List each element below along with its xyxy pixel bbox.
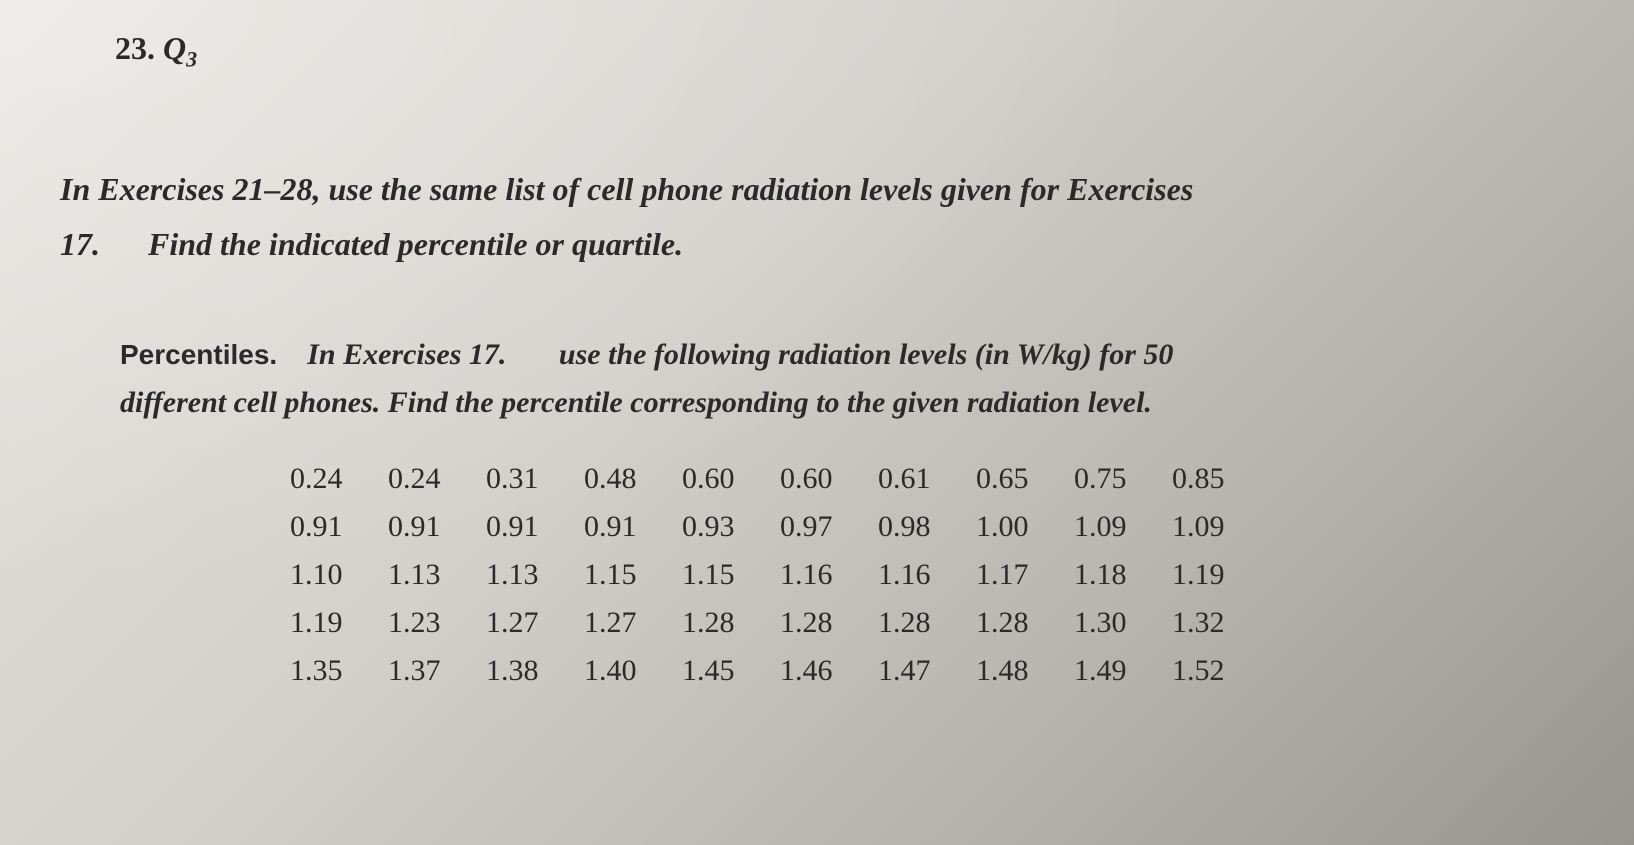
table-cell: 1.40 — [584, 654, 682, 688]
table-cell: 1.23 — [388, 606, 486, 640]
table-cell: 0.61 — [878, 462, 976, 496]
percentiles-section: Percentiles. In Exercises 17. use the fo… — [120, 331, 1574, 427]
table-row: 0.91 0.91 0.91 0.91 0.93 0.97 0.98 1.00 … — [290, 510, 1574, 544]
table-cell: 1.30 — [1074, 606, 1172, 640]
table-cell: 1.19 — [1172, 558, 1270, 592]
table-cell: 0.98 — [878, 510, 976, 544]
percentiles-text2: use the following radiation levels (in W… — [559, 338, 1174, 371]
percentiles-label: Percentiles. — [120, 339, 277, 370]
percentiles-heading-line2: different cell phones. Find the percenti… — [120, 379, 1574, 427]
table-cell: 0.31 — [486, 462, 584, 496]
table-cell: 0.65 — [976, 462, 1074, 496]
table-cell: 1.28 — [780, 606, 878, 640]
table-cell: 1.19 — [290, 606, 388, 640]
table-cell: 1.17 — [976, 558, 1074, 592]
table-cell: 1.15 — [584, 558, 682, 592]
table-row: 1.10 1.13 1.13 1.15 1.15 1.16 1.16 1.17 … — [290, 558, 1574, 592]
table-cell: 0.91 — [388, 510, 486, 544]
table-cell: 0.85 — [1172, 462, 1270, 496]
table-cell: 1.47 — [878, 654, 976, 688]
table-cell: 1.09 — [1074, 510, 1172, 544]
instructions-line1: In Exercises 21–28, use the same list of… — [60, 162, 1574, 216]
table-cell: 1.37 — [388, 654, 486, 688]
table-cell: 1.46 — [780, 654, 878, 688]
table-cell: 0.93 — [682, 510, 780, 544]
table-cell: 1.28 — [878, 606, 976, 640]
main-instructions: In Exercises 21–28, use the same list of… — [60, 162, 1574, 271]
table-cell: 1.48 — [976, 654, 1074, 688]
problem-num-text: 23. — [115, 30, 155, 66]
table-row: 1.19 1.23 1.27 1.27 1.28 1.28 1.28 1.28 … — [290, 606, 1574, 640]
table-cell: 1.13 — [486, 558, 584, 592]
table-cell: 1.09 — [1172, 510, 1270, 544]
table-cell: 0.91 — [290, 510, 388, 544]
problem-number: 23. Q3 — [115, 30, 1574, 72]
table-cell: 0.97 — [780, 510, 878, 544]
instructions-line2-text: Find the indicated percentile or quartil… — [148, 226, 683, 262]
percentiles-heading: Percentiles. In Exercises 17. use the fo… — [120, 331, 1574, 379]
table-cell: 1.15 — [682, 558, 780, 592]
table-cell: 0.48 — [584, 462, 682, 496]
table-cell: 1.38 — [486, 654, 584, 688]
table-cell: 1.18 — [1074, 558, 1172, 592]
table-row: 0.24 0.24 0.31 0.48 0.60 0.60 0.61 0.65 … — [290, 462, 1574, 496]
table-cell: 0.24 — [290, 462, 388, 496]
percentiles-text3: different cell phones. Find the percenti… — [120, 386, 1152, 419]
table-cell: 1.27 — [486, 606, 584, 640]
table-cell: 1.35 — [290, 654, 388, 688]
table-cell: 1.27 — [584, 606, 682, 640]
table-cell: 1.16 — [780, 558, 878, 592]
table-cell: 0.91 — [486, 510, 584, 544]
table-cell: 1.13 — [388, 558, 486, 592]
table-cell: 0.91 — [584, 510, 682, 544]
table-cell: 0.60 — [682, 462, 780, 496]
table-cell: 1.45 — [682, 654, 780, 688]
problem-symbol-sub: 3 — [186, 46, 197, 71]
table-row: 1.35 1.37 1.38 1.40 1.45 1.46 1.47 1.48 … — [290, 654, 1574, 688]
table-cell: 1.49 — [1074, 654, 1172, 688]
table-cell: 0.75 — [1074, 462, 1172, 496]
table-cell: 1.16 — [878, 558, 976, 592]
table-cell: 0.60 — [780, 462, 878, 496]
table-cell: 0.24 — [388, 462, 486, 496]
problem-symbol-base: Q — [163, 30, 186, 66]
table-cell: 1.10 — [290, 558, 388, 592]
table-cell: 1.28 — [682, 606, 780, 640]
data-table: 0.24 0.24 0.31 0.48 0.60 0.60 0.61 0.65 … — [290, 462, 1574, 688]
table-cell: 1.32 — [1172, 606, 1270, 640]
table-cell: 1.00 — [976, 510, 1074, 544]
percentiles-text1: In Exercises 17. — [307, 338, 506, 371]
table-cell: 1.28 — [976, 606, 1074, 640]
exercise-ref-17: 17. — [60, 226, 100, 262]
instructions-line2: 17. Find the indicated percentile or qua… — [60, 217, 1574, 271]
table-cell: 1.52 — [1172, 654, 1270, 688]
